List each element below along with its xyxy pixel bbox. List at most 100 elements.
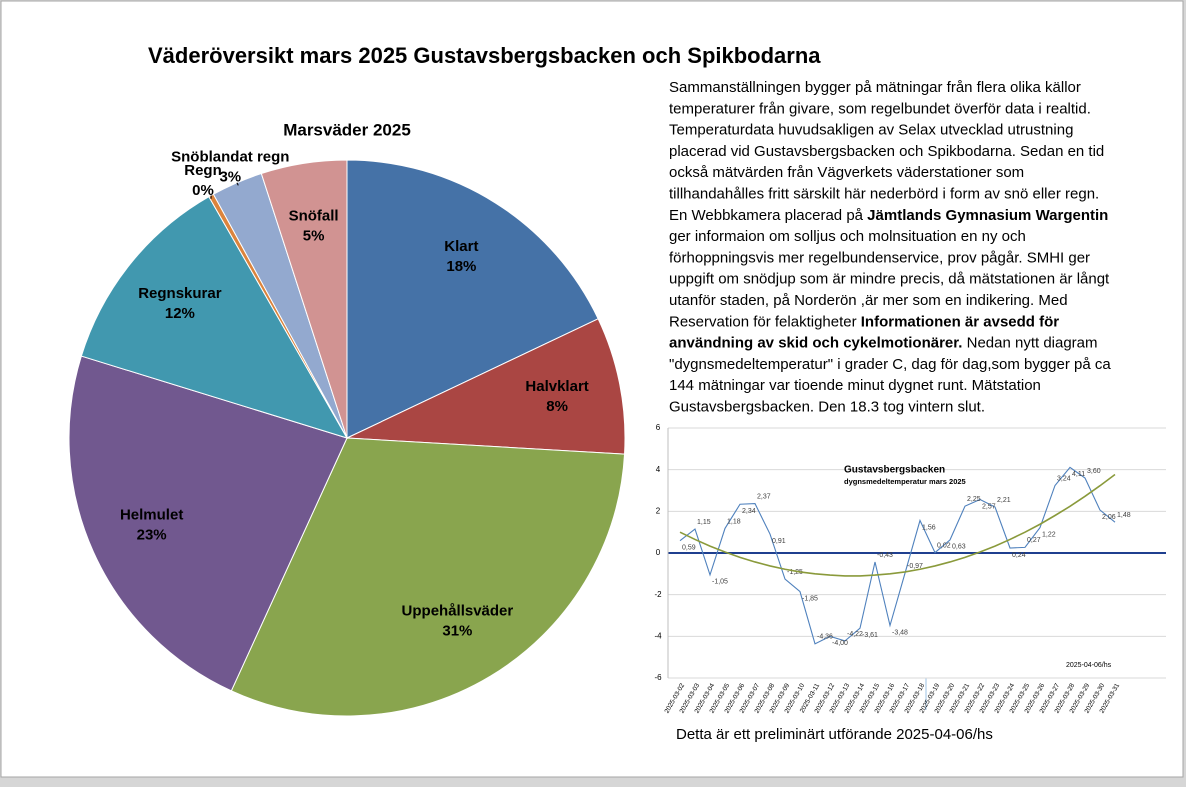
- text-line: utanför staden, på Norderön ,är mer som …: [669, 292, 1068, 309]
- data-label: 1,18: [727, 518, 741, 525]
- data-label: -3,48: [892, 629, 908, 636]
- line-title: Gustavsbergsbacken: [844, 465, 945, 476]
- slice-value: 5%: [303, 228, 325, 245]
- data-label: 1,48: [1117, 512, 1131, 519]
- data-label: -4,00: [832, 640, 848, 647]
- data-label: -1,25: [787, 569, 803, 576]
- data-label: 0,91: [772, 538, 786, 545]
- data-label: 2,06: [1102, 514, 1116, 521]
- data-label: 1,56: [922, 524, 936, 531]
- data-label: -0,43: [877, 552, 893, 559]
- text-segment: tillhandahålles fritt särskilt här neder…: [669, 185, 1099, 202]
- y-tick-label: -4: [654, 631, 662, 640]
- text-segment: Nedan nytt diagram: [962, 335, 1097, 352]
- text-segment: ger informaion om solljus och molnsituat…: [669, 228, 1026, 245]
- text-line: 144 mätningar var tioende minut dygnet r…: [669, 377, 1041, 394]
- text-line: "dygnsmedeltemperatur" i grader C, dag f…: [669, 356, 1111, 373]
- text-segment: placerad vid Gustavsbergsbacken och Spik…: [669, 143, 1104, 160]
- data-label: -1,85: [802, 595, 818, 602]
- text-line: ger informaion om solljus och molnsituat…: [669, 228, 1026, 245]
- line-series: [679, 473, 1116, 577]
- text-block: Sammanställningen bygger på mätningar fr…: [669, 79, 1111, 416]
- pie-slice: [346, 318, 626, 455]
- y-tick-label: -2: [654, 590, 662, 599]
- leader-line: [236, 182, 239, 186]
- text-segment: temperaturer från givare, som regelbunde…: [669, 100, 1091, 117]
- line-series: [679, 466, 1116, 645]
- data-label: -1,05: [712, 579, 728, 586]
- text-segment: Informationen är avsedd för: [861, 313, 1060, 330]
- data-label: 1,22: [1042, 531, 1056, 538]
- y-tick-label: 2: [656, 506, 661, 515]
- text-segment: utanför staden, på Norderön ,är mer som …: [669, 292, 1068, 309]
- data-label: 2,57: [982, 503, 996, 510]
- slice-label: Uppehållsväder: [402, 602, 514, 619]
- y-tick-label: 0: [656, 548, 661, 557]
- slice-value: 23%: [137, 527, 167, 544]
- slice-label: Klart: [444, 238, 478, 255]
- page-title: Väderöversikt mars 2025 Gustavsbergsback…: [148, 43, 821, 68]
- slice-value: 3%: [219, 168, 241, 185]
- text-segment: Temperaturdata huvudsakligen av Selax ut…: [669, 122, 1073, 139]
- data-label: -4,22: [847, 631, 863, 638]
- data-label: -4,36: [817, 634, 833, 641]
- pie-slice: [230, 437, 626, 717]
- y-tick-label: 6: [656, 423, 661, 432]
- slice-label: Halvklart: [525, 378, 588, 395]
- text-line: tillhandahålles fritt särskilt här neder…: [669, 185, 1099, 202]
- data-label: 1,15: [697, 519, 711, 526]
- y-tick-label: 4: [656, 465, 661, 474]
- pie-slice: [68, 355, 348, 692]
- data-label: 3,60: [1087, 468, 1101, 475]
- pie-slice: [80, 196, 349, 439]
- text-segment: Reservation för felaktigheter: [669, 313, 861, 330]
- slice-value: 0%: [192, 182, 214, 199]
- data-label: -0,97: [907, 563, 923, 570]
- data-label: 0,02: [937, 542, 951, 549]
- data-label: 0,24: [1012, 552, 1026, 559]
- slice-value: 31%: [442, 622, 472, 639]
- data-label: -3,61: [862, 632, 878, 639]
- text-segment: Jämtlands Gymnasium Wargentin: [867, 207, 1108, 224]
- data-label: 3,24: [1057, 475, 1071, 482]
- text-segment: En Webbkamera placerad på: [669, 207, 867, 224]
- text-line: placerad vid Gustavsbergsbacken och Spik…: [669, 143, 1104, 160]
- text-segment: Sammanställningen bygger på mätningar fr…: [669, 79, 1081, 96]
- slice-label: Regnskurar: [138, 285, 222, 302]
- data-label: 0,59: [682, 545, 696, 552]
- pie-slice: [260, 159, 348, 439]
- data-label: 2,25: [967, 496, 981, 503]
- line-subtitle: dygnsmedeltemperatur mars 2025: [844, 477, 966, 486]
- text-segment: "dygnsmedeltemperatur" i grader C, dag f…: [669, 356, 1111, 373]
- text-line: också mätvärden från Vägverkets vädersta…: [669, 164, 1024, 181]
- text-line: Sammanställningen bygger på mätningar fr…: [669, 79, 1081, 96]
- text-line: Temperaturdata huvudsakligen av Selax ut…: [669, 122, 1073, 139]
- text-segment: uppgift om snödjup som är mindre precis,…: [669, 271, 1110, 288]
- text-segment: förhoppningsvis mer regelbundenservice, …: [669, 249, 1090, 266]
- text-line: Reservation för felaktigheter Informatio…: [669, 313, 1059, 330]
- annotation: 2025-04-06/hs: [1066, 662, 1112, 669]
- text-segment: 144 mätningar var tioende minut dygnet r…: [669, 377, 1041, 394]
- text-line: temperaturer från givare, som regelbunde…: [669, 100, 1091, 117]
- slice-label: Regn: [184, 162, 222, 179]
- slice-label: Snöblandat regn: [171, 148, 289, 165]
- text-segment: Gustavsbergsbacken. Den 18.3 tog vintern…: [669, 398, 985, 415]
- y-tick-label: -6: [654, 673, 662, 682]
- text-line: användning av skid och cykelmotionärer. …: [669, 335, 1098, 352]
- data-label: 2,21: [997, 497, 1011, 504]
- slice-label: Helmulet: [120, 507, 183, 524]
- pie-slice: [346, 159, 599, 439]
- pie-title: Marsväder 2025: [283, 120, 411, 139]
- data-label: 2,34: [742, 508, 756, 515]
- text-line: förhoppningsvis mer regelbundenservice, …: [669, 249, 1090, 266]
- data-label: 0,63: [952, 544, 966, 551]
- text-line: uppgift om snödjup som är mindre precis,…: [669, 271, 1110, 288]
- text-line: En Webbkamera placerad på Jämtlands Gymn…: [669, 207, 1108, 224]
- slice-value: 12%: [165, 305, 195, 322]
- data-label: 2,37: [757, 493, 771, 500]
- footer: Detta är ett preliminärt utförande 2025-…: [676, 726, 993, 743]
- slice-label: Snöfall: [289, 208, 339, 225]
- data-label: 4,11: [1072, 471, 1085, 478]
- data-label: 0,27: [1027, 537, 1041, 544]
